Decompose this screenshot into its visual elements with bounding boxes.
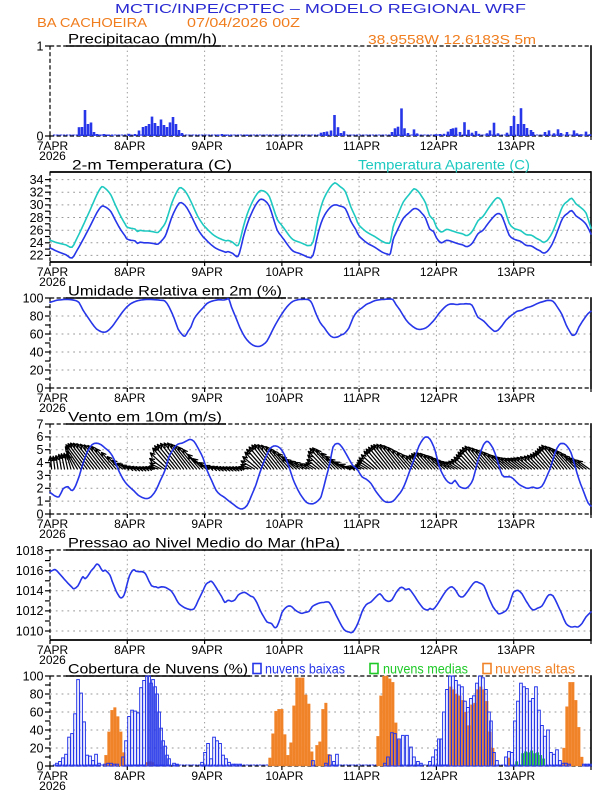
svg-text:12APR: 12APR xyxy=(420,517,458,531)
svg-text:13APR: 13APR xyxy=(497,265,535,279)
svg-text:8APR: 8APR xyxy=(114,265,146,279)
svg-text:28: 28 xyxy=(30,211,44,225)
svg-text:9APR: 9APR xyxy=(191,769,223,783)
svg-text:11APR: 11APR xyxy=(343,517,380,531)
svg-text:1016: 1016 xyxy=(16,564,44,578)
svg-text:9APR: 9APR xyxy=(191,265,223,279)
svg-text:07/04/2026 00Z: 07/04/2026 00Z xyxy=(187,16,300,30)
svg-text:1014: 1014 xyxy=(16,584,44,598)
svg-text:BA CACHOEIRA: BA CACHOEIRA xyxy=(37,16,148,30)
svg-text:12APR: 12APR xyxy=(420,769,458,783)
svg-text:Umidade Relativa em 2m (%): Umidade Relativa em 2m (%) xyxy=(68,283,282,299)
svg-text:1018: 1018 xyxy=(16,544,44,558)
svg-text:nuvens altas: nuvens altas xyxy=(495,662,575,677)
svg-text:26: 26 xyxy=(30,224,44,238)
svg-text:11APR: 11APR xyxy=(343,139,380,153)
svg-text:11APR: 11APR xyxy=(343,265,380,279)
svg-text:2026: 2026 xyxy=(39,149,66,163)
svg-text:9APR: 9APR xyxy=(191,391,223,405)
svg-text:38.9558W 12.6183S 5m: 38.9558W 12.6183S 5m xyxy=(368,33,536,47)
svg-text:8APR: 8APR xyxy=(114,391,146,405)
svg-text:7APR: 7APR xyxy=(37,265,69,279)
svg-text:22: 22 xyxy=(30,249,44,263)
svg-text:2026: 2026 xyxy=(39,527,66,541)
svg-text:Vento em 10m (m/s): Vento em 10m (m/s) xyxy=(68,409,222,425)
svg-text:60: 60 xyxy=(30,327,44,341)
svg-text:9APR: 9APR xyxy=(191,643,223,657)
svg-text:100: 100 xyxy=(23,291,44,305)
svg-text:11APR: 11APR xyxy=(343,391,380,405)
svg-text:1010: 1010 xyxy=(16,624,44,638)
svg-text:2026: 2026 xyxy=(39,779,66,792)
svg-text:7APR: 7APR xyxy=(37,391,69,405)
svg-text:1012: 1012 xyxy=(16,604,44,618)
svg-text:2026: 2026 xyxy=(39,653,66,667)
svg-text:Cobertura de Nuvens (%): Cobertura de Nuvens (%) xyxy=(68,661,248,677)
svg-text:2: 2 xyxy=(37,482,44,496)
svg-text:nuvens medias: nuvens medias xyxy=(383,662,468,677)
svg-text:7APR: 7APR xyxy=(37,517,69,531)
svg-text:0: 0 xyxy=(37,381,44,395)
svg-text:5: 5 xyxy=(37,443,44,457)
svg-text:3: 3 xyxy=(37,469,44,483)
svg-text:2-m Temperatura (C): 2-m Temperatura (C) xyxy=(72,157,232,173)
svg-text:10APR: 10APR xyxy=(265,265,303,279)
svg-text:10APR: 10APR xyxy=(265,769,303,783)
svg-text:13APR: 13APR xyxy=(497,643,535,657)
svg-text:7APR: 7APR xyxy=(37,769,69,783)
svg-text:40: 40 xyxy=(30,345,44,359)
svg-text:8APR: 8APR xyxy=(114,643,146,657)
svg-text:7: 7 xyxy=(37,417,44,431)
svg-text:0: 0 xyxy=(37,507,44,521)
svg-text:4: 4 xyxy=(37,456,44,470)
svg-text:12APR: 12APR xyxy=(420,391,458,405)
svg-text:13APR: 13APR xyxy=(497,139,535,153)
svg-text:8APR: 8APR xyxy=(114,139,146,153)
svg-text:10APR: 10APR xyxy=(265,643,303,657)
svg-text:11APR: 11APR xyxy=(343,643,380,657)
svg-text:1: 1 xyxy=(37,39,44,53)
svg-text:7APR: 7APR xyxy=(37,139,69,153)
svg-text:2026: 2026 xyxy=(39,401,66,415)
svg-text:12APR: 12APR xyxy=(420,643,458,657)
svg-text:8APR: 8APR xyxy=(114,517,146,531)
svg-text:20: 20 xyxy=(30,363,44,377)
svg-text:32: 32 xyxy=(30,186,44,200)
svg-text:1: 1 xyxy=(37,494,44,508)
svg-text:MCTIC/INPE/CPTEC – MODELO REGI: MCTIC/INPE/CPTEC – MODELO REGIONAL WRF xyxy=(115,1,526,16)
svg-text:24: 24 xyxy=(30,236,44,250)
svg-text:9APR: 9APR xyxy=(191,139,223,153)
svg-text:7APR: 7APR xyxy=(37,643,69,657)
svg-text:13APR: 13APR xyxy=(497,769,535,783)
svg-text:20: 20 xyxy=(30,741,44,755)
svg-text:40: 40 xyxy=(30,723,44,737)
svg-text:60: 60 xyxy=(30,705,44,719)
svg-text:11APR: 11APR xyxy=(343,769,380,783)
svg-text:9APR: 9APR xyxy=(191,517,223,531)
svg-text:6: 6 xyxy=(37,430,44,444)
svg-text:13APR: 13APR xyxy=(497,517,535,531)
svg-text:8APR: 8APR xyxy=(114,769,146,783)
svg-text:80: 80 xyxy=(30,309,44,323)
svg-text:10APR: 10APR xyxy=(265,517,303,531)
svg-text:34: 34 xyxy=(30,173,44,187)
svg-text:12APR: 12APR xyxy=(420,265,458,279)
svg-text:2026: 2026 xyxy=(39,275,66,289)
svg-text:30: 30 xyxy=(30,198,44,212)
svg-text:0: 0 xyxy=(37,759,44,773)
svg-text:13APR: 13APR xyxy=(497,391,535,405)
svg-text:0: 0 xyxy=(37,129,44,143)
svg-text:100: 100 xyxy=(23,669,44,683)
svg-text:Pressao ao Nivel Medio do Mar: Pressao ao Nivel Medio do Mar (hPa) xyxy=(68,535,340,551)
svg-text:Precipitacao (mm/h): Precipitacao (mm/h) xyxy=(68,31,217,47)
svg-text:10APR: 10APR xyxy=(265,391,303,405)
svg-text:10APR: 10APR xyxy=(265,139,303,153)
svg-text:80: 80 xyxy=(30,687,44,701)
svg-text:nuvens baixas: nuvens baixas xyxy=(265,662,345,677)
svg-text:Temperatura Aparente (C): Temperatura Aparente (C) xyxy=(358,157,530,173)
svg-text:12APR: 12APR xyxy=(420,139,458,153)
